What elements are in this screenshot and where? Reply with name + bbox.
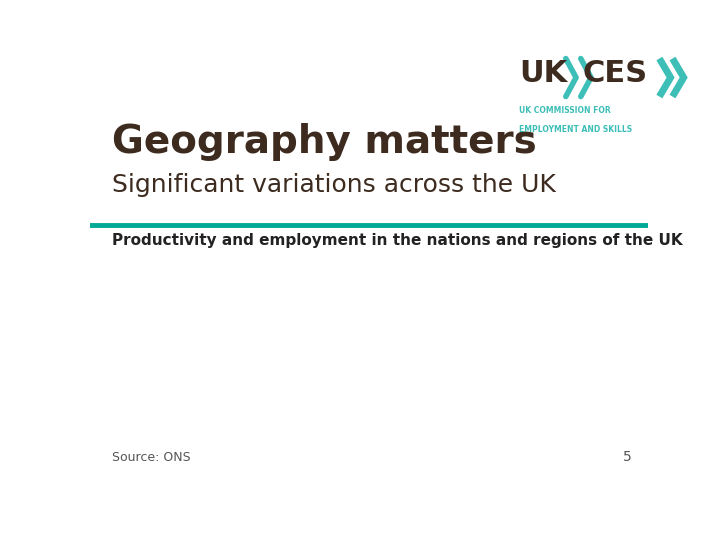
Text: 5: 5 xyxy=(623,450,631,464)
Text: EMPLOYMENT AND SKILLS: EMPLOYMENT AND SKILLS xyxy=(519,125,632,134)
Text: Significant variations across the UK: Significant variations across the UK xyxy=(112,173,556,197)
Text: UK COMMISSION FOR: UK COMMISSION FOR xyxy=(519,106,611,115)
Text: Source: ONS: Source: ONS xyxy=(112,451,191,464)
Text: Geography matters: Geography matters xyxy=(112,123,537,161)
Text: UK: UK xyxy=(519,58,567,87)
Text: CES: CES xyxy=(582,58,648,87)
Text: Productivity and employment in the nations and regions of the UK: Productivity and employment in the natio… xyxy=(112,233,683,248)
